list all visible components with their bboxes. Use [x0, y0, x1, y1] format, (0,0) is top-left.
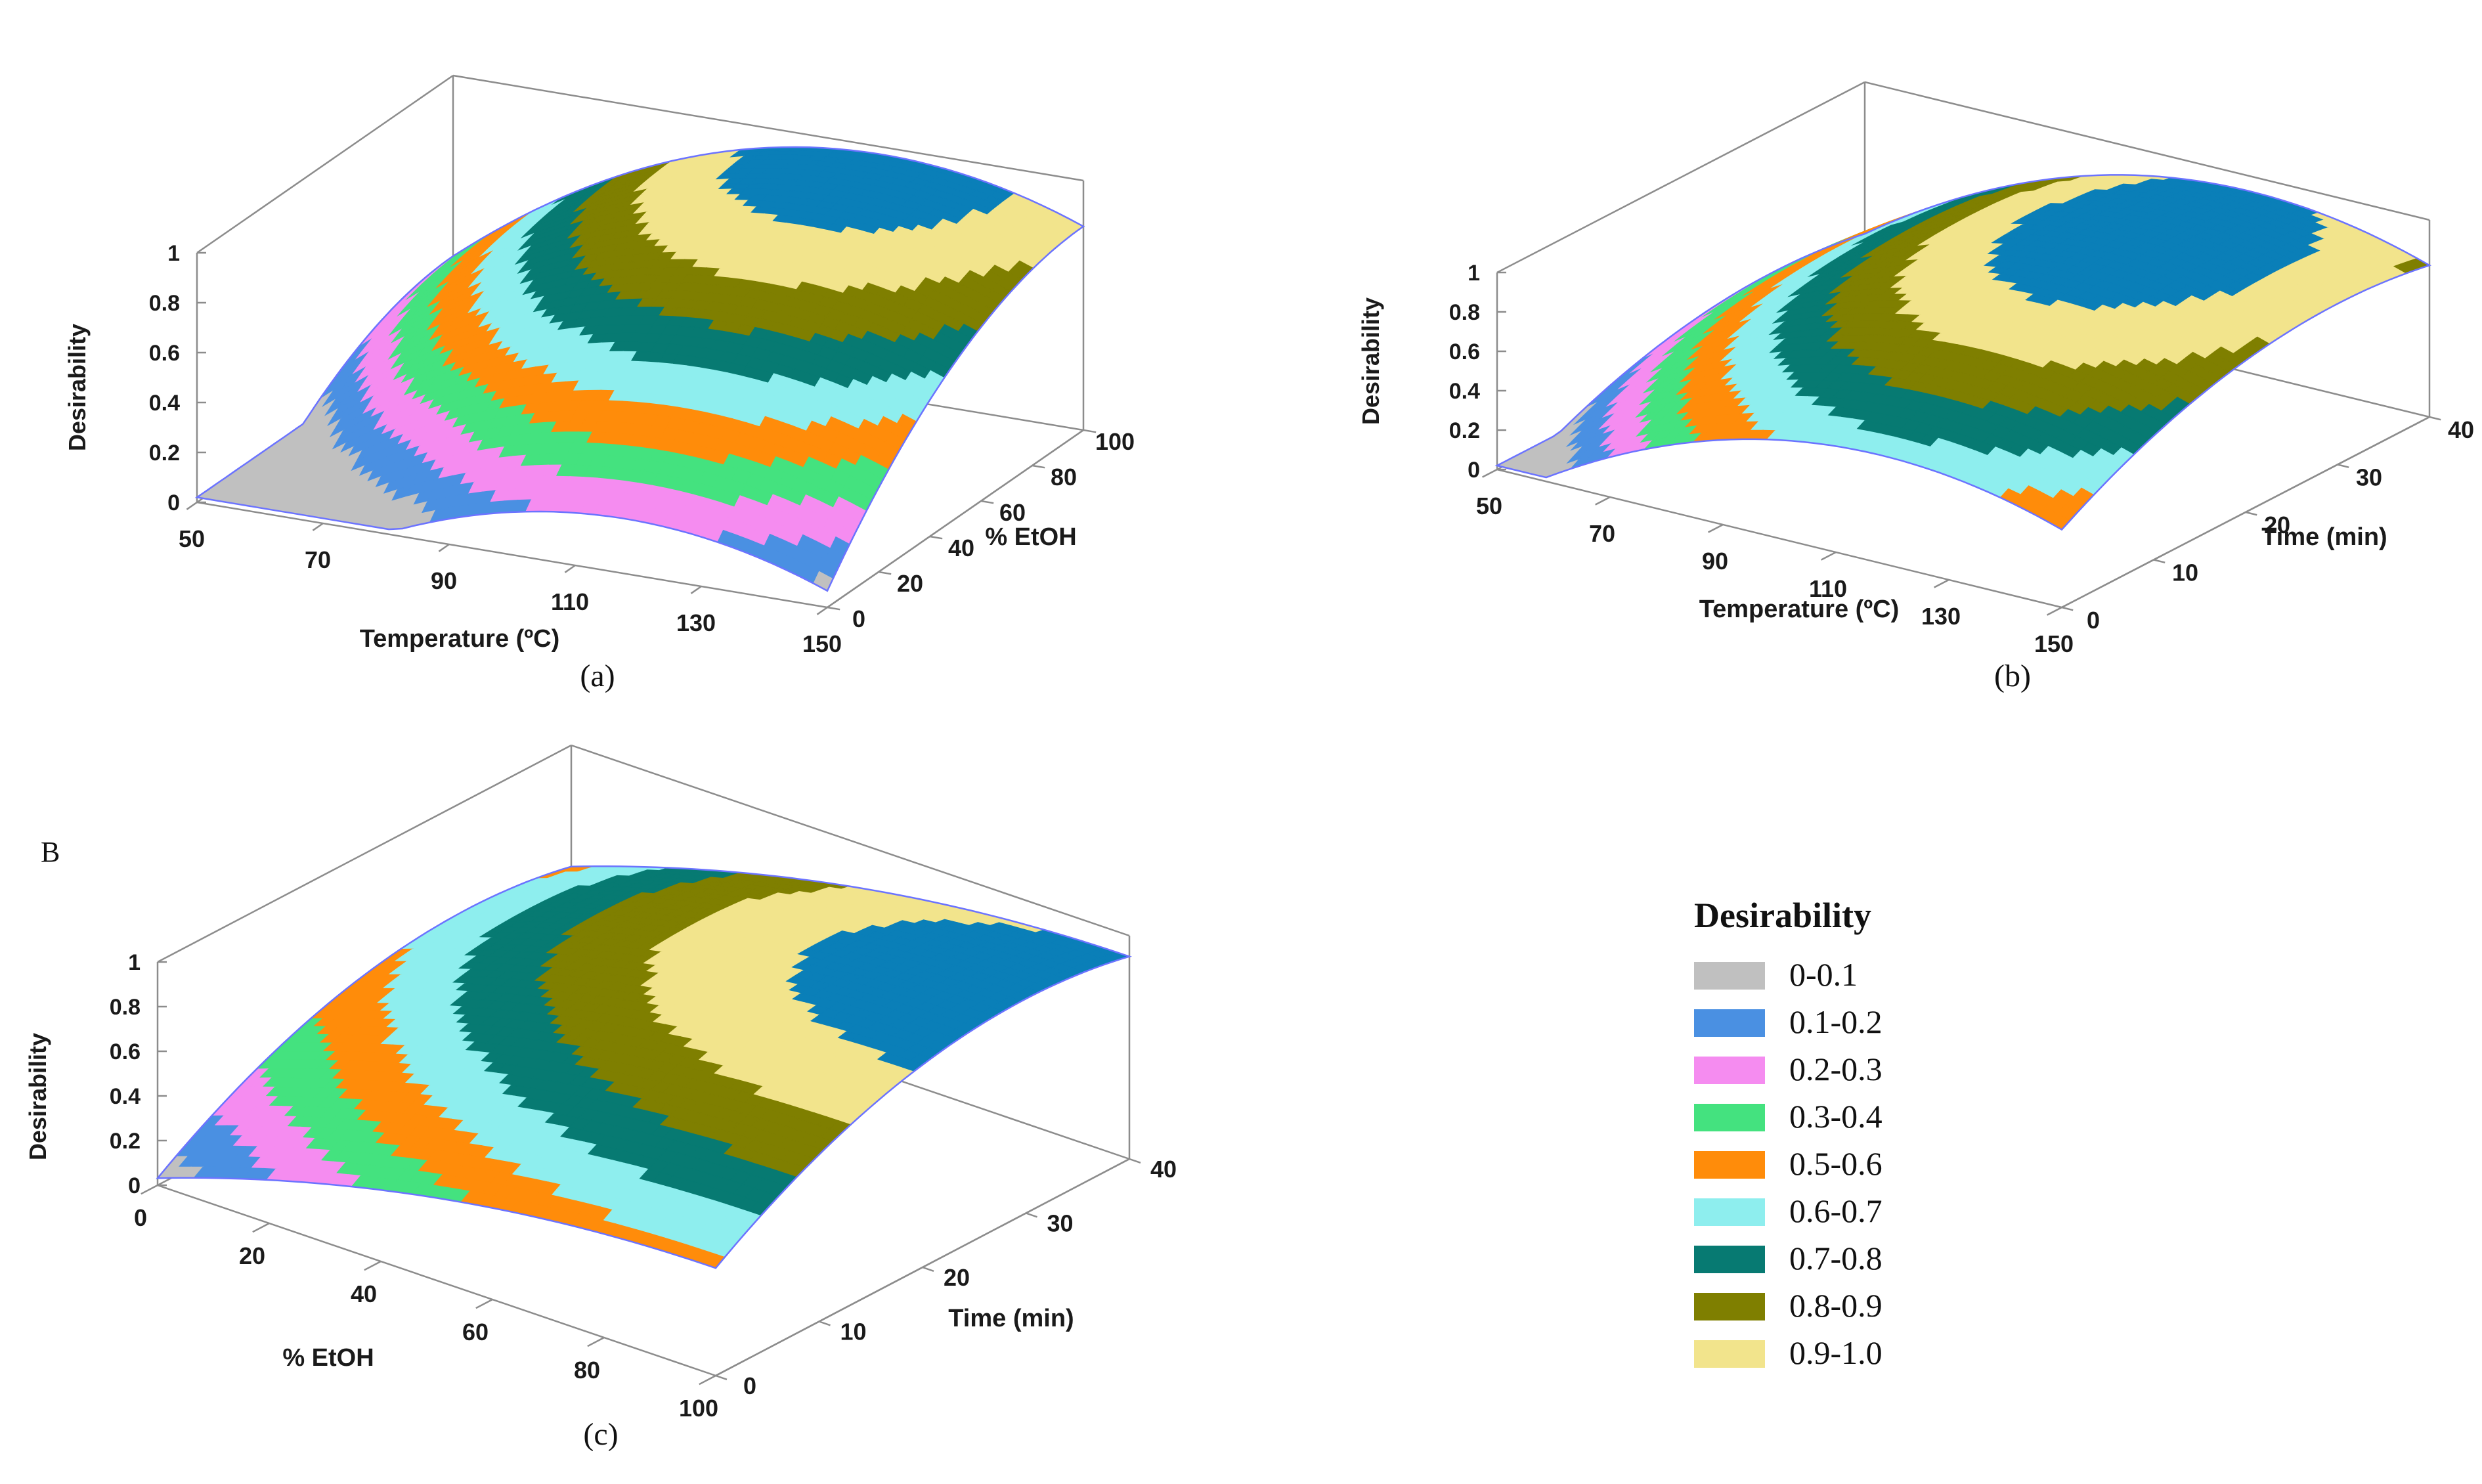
box-edge-b-5 — [1496, 81, 1865, 274]
z-tick-label: 0.4 — [1449, 379, 1480, 404]
x-tick-a — [564, 564, 576, 573]
z-tick-label: 0.6 — [1449, 339, 1480, 364]
y-tick-label: 40 — [2448, 416, 2474, 443]
z-tick-label: 0.8 — [1449, 300, 1480, 325]
y-tick-b — [2337, 464, 2349, 468]
z-tick-label: 0.2 — [149, 441, 180, 466]
x-tick-label: 50 — [1476, 492, 1502, 519]
x-tick-a — [186, 501, 198, 510]
y-tick-label: 10 — [2172, 559, 2198, 586]
x-tick-label: 130 — [1921, 603, 1961, 630]
y-tick-a — [827, 606, 840, 611]
z-axis-label: Desirability — [1357, 297, 1384, 425]
z-axis-label: Desirability — [64, 324, 91, 451]
z-tick-label: 0.6 — [149, 341, 180, 366]
y-axis-label: Time (min) — [2261, 523, 2387, 551]
y-tick-label: 40 — [948, 535, 974, 561]
x-tick-label: 110 — [551, 588, 589, 615]
x-tick-b — [1934, 578, 1949, 588]
box-edge-a-5 — [196, 74, 454, 254]
y-tick-a — [878, 571, 892, 575]
z-tick-label: 0.4 — [149, 391, 180, 416]
base-edge-b-0 — [1496, 468, 2062, 609]
base-edge-a-0 — [196, 501, 828, 609]
surface-outline-a — [194, 146, 1085, 592]
x-tick-b — [1708, 523, 1724, 533]
y-tick-label: 20 — [897, 570, 923, 597]
z-tick-label: 0 — [167, 491, 180, 515]
x-tick-label: 70 — [305, 546, 331, 573]
x-tick-label: 150 — [2034, 630, 2074, 657]
plot-c: 00.20.40.60.81Desirability02040608010001… — [24, 744, 1177, 1422]
y-tick-label: 0 — [2087, 607, 2100, 634]
base-edge-a-1 — [827, 429, 1084, 609]
y-tick-label: 100 — [1095, 428, 1135, 455]
plot-a: 0 0.2 0.4 0.6 0.8 1 Desirability 50 70 90 110 130 15… — [64, 74, 1135, 657]
x-tick-b — [1482, 468, 1498, 478]
x-tick-a — [690, 585, 702, 594]
x-tick-label: 70 — [1589, 520, 1615, 547]
x-tick-a — [438, 543, 450, 552]
y-tick-label: 80 — [1051, 464, 1077, 491]
x-axis-label: Temperature (ºC) — [1699, 596, 1900, 623]
x-tick-label: 90 — [431, 567, 457, 594]
y-tick-a — [980, 500, 994, 504]
x-axis-label: Temperature (ºC) — [360, 625, 560, 653]
y-tick-label: 0 — [852, 605, 865, 632]
y-tick-label: 60 — [999, 499, 1026, 526]
y-tick-label: 30 — [2356, 464, 2382, 491]
surface-b — [1496, 174, 2431, 531]
z-tick-label: 0 — [1468, 458, 1480, 483]
y-tick-a — [929, 535, 943, 540]
x-tick-a — [816, 606, 828, 615]
x-tick-label: 130 — [676, 609, 716, 636]
z-tick-label: 0.2 — [1449, 418, 1480, 443]
x-tick-b — [1821, 551, 1837, 561]
z-tick-label: 1 — [167, 241, 180, 266]
surface-a — [196, 146, 1085, 592]
plot-b: 00.20.40.60.81Desirability50709011013015… — [1357, 81, 2474, 657]
z-tick-label: 1 — [1468, 261, 1480, 286]
x-tick-label: 150 — [802, 630, 842, 657]
y-tick-b — [2153, 559, 2166, 563]
x-tick-b — [1595, 496, 1611, 506]
y-tick-a — [1083, 429, 1097, 433]
y-tick-b — [2245, 511, 2257, 516]
x-tick-label: 50 — [179, 525, 205, 552]
x-tick-label: 90 — [1702, 548, 1728, 575]
surface-c — [156, 865, 1131, 1269]
x-tick-b — [2047, 606, 2062, 616]
y-tick-b — [2429, 416, 2441, 421]
x-tick-a — [312, 522, 324, 531]
y-tick-b — [2061, 606, 2074, 611]
y-axis-label: % EtOH — [985, 523, 1076, 551]
box-edge-b-3 — [1864, 81, 2430, 221]
z-tick-label: 0.8 — [149, 291, 180, 316]
box-edge-a-3 — [452, 74, 1084, 182]
y-tick-a — [1032, 464, 1045, 469]
